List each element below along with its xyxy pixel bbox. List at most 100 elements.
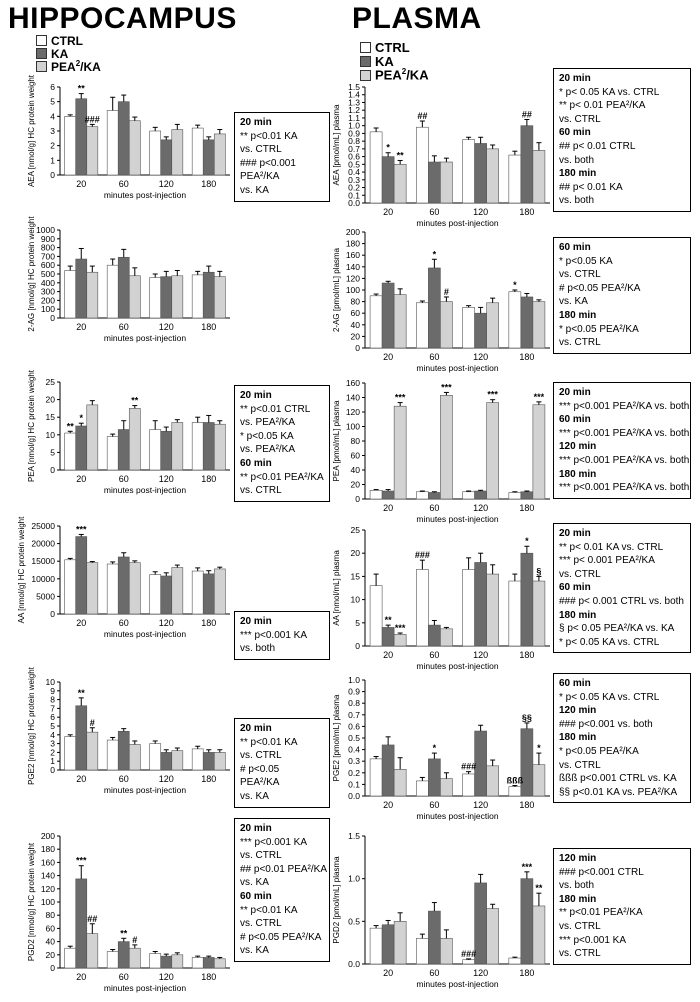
y-tick-label: 180 [346,239,360,249]
bar-ka-180 [202,957,215,969]
bar-pea2ka-180 [213,133,226,176]
annotation-line: vs. CTRL [240,485,282,497]
y-axis-label: PGE2 [pmol/mL] plasma [332,694,341,781]
bar-ka-20 [381,490,395,500]
bar-ka-180 [202,271,215,319]
y-tick-label: 200 [41,295,55,305]
significance-marker: * [433,743,437,753]
bar-pea2ka-20 [86,933,99,969]
annotation-heading: 20 min [240,616,272,627]
annotation-line: ** p<0.01 PEA²/KA [559,907,643,919]
significance-marker: ** [78,84,86,94]
bar-ctrl-60 [106,264,119,319]
bar-ka-180 [202,422,215,471]
annotation-heading: 180 min [559,468,597,480]
significance-marker: ** [131,396,139,406]
annotation-line: vs. KA [559,296,588,308]
bar-ka-120 [160,430,173,471]
bar-ctrl-180 [191,748,204,771]
bar-ka-20 [381,156,395,204]
annotation-heading: 180 min [559,893,597,905]
y-tick-label: 20 [46,950,56,960]
bar-ka-180 [520,125,534,204]
chart-pl_pge2: 0.0 0.10.2 0.30.4 0.5 0.60.7 0.80.9 1.0 PGE2 [p… [332,675,550,821]
x-tick-label: 20 [383,207,393,217]
x-tick-label: 60 [119,618,129,628]
annotation-line: ** p<0.01 KA [240,904,298,916]
y-tick-label: 25000 [31,521,55,531]
x-tick-label: 180 [519,800,534,810]
bar-ka-120 [474,562,487,647]
x-tick-label: 20 [76,774,86,784]
bar-pea2ka-20 [393,294,407,349]
x-axis-label: minutes post-injection [416,979,498,989]
annotation-heading: 120 min [559,705,597,717]
bar-ctrl-120 [462,959,475,965]
bar-pea2ka-120 [171,422,184,471]
significance-marker: # [90,718,95,728]
annotation-heading: 60 min [559,127,591,139]
x-tick-label: 60 [119,774,129,784]
bar-ctrl-120 [149,574,162,615]
chart-pl_pgd2: 0.0 0.5 1.0 1.5 PGD2 [pmol/mL] plasma 20 60 120… [332,831,550,989]
x-axis-label: minutes post-injection [104,190,186,200]
bar-pea2ka-180 [532,404,546,500]
annotation-heading: 60 min [559,582,591,594]
bar-ka-120 [474,882,487,965]
significance-marker: ** [385,615,393,625]
x-tick-label: 20 [76,179,86,189]
bar-pea2ka-120 [171,954,184,969]
annotation-heading: 60 min [240,457,272,469]
y-tick-label: 200 [41,831,55,841]
bar-ctrl-120 [462,569,475,647]
annotation-line: vs. both [559,880,595,892]
bar-ka-180 [202,573,215,615]
bar-pea2ka-20 [86,731,99,771]
annotation-line: ** p<0.01 PEA²/KA [240,471,324,483]
annotation-line: * p< 0.05 KA vs. CTRL [559,636,660,648]
significance-marker: * [537,743,541,753]
annotation-line: vs. both [559,154,595,166]
y-tick-label: 5 [50,721,55,731]
bar-pea2ka-180 [213,423,226,471]
y-tick-label: 60 [46,923,56,933]
y-tick-label: 5000 [36,591,55,601]
chart-pl_aa: 0 5 10 15 20 25 AA [nmol/mL] plasma 20 60 120 180 *… [332,525,550,671]
bar-ka-120 [160,752,173,771]
annotation-line: ### p<0.001 vs. both [559,718,653,730]
annotation-line: vs. CTRL [559,269,601,281]
significance-marker: ### [461,949,476,959]
bar-ctrl-180 [508,154,522,204]
y-tick-label: 0 [355,641,360,651]
bar-pea2ka-20 [86,562,99,615]
bar-ctrl-180 [508,580,522,647]
annotation-heading: 180 min [559,168,597,180]
bar-ctrl-120 [462,307,475,349]
annotation-line: ### p< 0.001 CTRL vs. both [559,595,684,607]
y-axis-label: AA [nmol/g] HC protein weight [17,516,26,623]
annotation-heading: 180 min [559,732,597,744]
bar-pea2ka-60 [128,744,141,771]
bar-ctrl-180 [191,957,204,969]
annotation-pl_pge2: 60 min * p< 0.05 KA vs. CTRL 120 min ### p<… [553,673,691,804]
x-tick-label: 180 [519,650,534,660]
bar-pea2ka-60 [128,562,141,615]
y-tick-label: 0.7 [348,710,360,720]
y-tick-label: 7 [50,703,55,713]
bar-ka-60 [117,429,130,471]
y-tick-label: 0.2 [348,183,360,193]
annotation-line: * p<0.05 KA [240,430,294,442]
significance-marker: ### [85,114,100,124]
annotation-heading: 60 min [559,414,591,426]
y-tick-label: 100 [346,422,360,432]
bar-ka-20 [75,705,88,771]
y-axis-label: PEA [nmol/g] HC protein weight [27,369,36,482]
bar-ctrl-180 [191,127,204,176]
annotation-line: # p<0.05 PEA²/KA [559,282,641,294]
y-tick-label: 4 [50,111,55,121]
x-tick-label: 120 [473,968,488,978]
legend-ctrl-label: CTRL [375,39,410,55]
annotation-line: *** p<0.001 KA [240,629,307,641]
bar-pea2ka-180 [213,958,226,969]
bar-pea2ka-60 [440,778,453,797]
